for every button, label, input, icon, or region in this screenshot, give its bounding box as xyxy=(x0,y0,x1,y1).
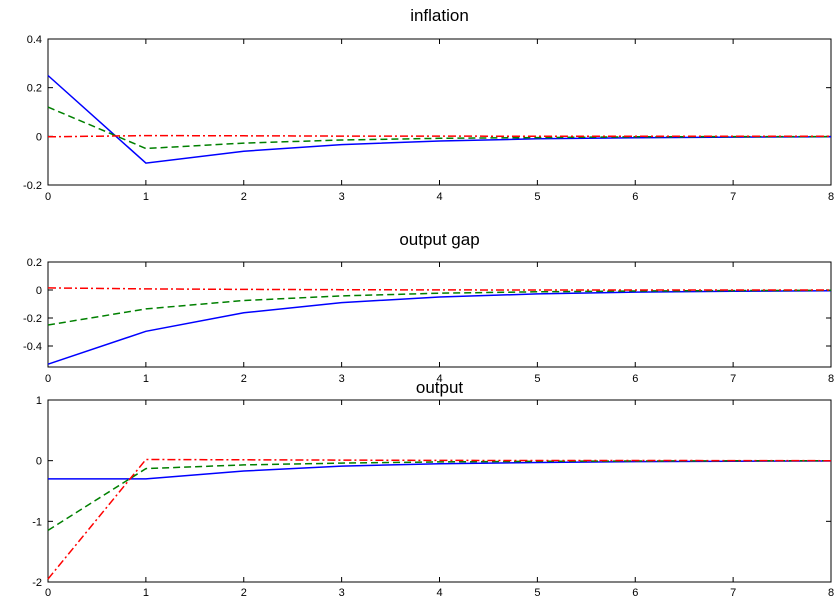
x-tick-label: 5 xyxy=(534,587,540,599)
y-tick-label: 0.2 xyxy=(27,257,42,269)
series-line-1 xyxy=(47,289,832,326)
y-tick-label: 0 xyxy=(36,131,42,143)
series-line-0 xyxy=(48,460,832,480)
y-tick-label: -1 xyxy=(32,516,42,528)
series-line-2 xyxy=(47,134,831,138)
axis-frame xyxy=(47,261,832,368)
x-tick-label: 7 xyxy=(730,191,736,203)
y-tick-label: -2 xyxy=(32,577,42,589)
chart-title: inflation xyxy=(410,6,469,25)
x-tick-label: 1 xyxy=(143,191,149,203)
x-tick-label: 4 xyxy=(436,191,442,203)
x-tick-label: 4 xyxy=(436,373,442,385)
series-line-1 xyxy=(47,460,831,532)
x-tick-label: 3 xyxy=(339,373,345,385)
x-tick-label: 2 xyxy=(241,587,247,599)
chart-title: output gap xyxy=(399,230,479,249)
x-tick-label: 8 xyxy=(828,373,834,385)
series-line-0 xyxy=(47,289,832,365)
series-line-2 xyxy=(47,458,832,580)
x-tick-label: 2 xyxy=(241,191,247,203)
y-tick-label: -0.2 xyxy=(23,313,42,325)
y-tick-label: -0.4 xyxy=(23,341,42,353)
y-tick-label: 0 xyxy=(36,285,42,297)
x-tick-label: 2 xyxy=(241,373,247,385)
x-tick-label: 5 xyxy=(534,373,540,385)
x-tick-label: 7 xyxy=(730,373,736,385)
panel-2: output 0 1 2 3 4 5 6 7 8 -2 -1 0 1 xyxy=(32,378,834,599)
y-tick-label: 0.4 xyxy=(27,34,42,46)
x-tick-label: 1 xyxy=(143,373,149,385)
y-tick-label: 1 xyxy=(36,395,42,407)
x-tick-label: 7 xyxy=(730,587,736,599)
axis-frame xyxy=(47,399,832,583)
chart-title: output xyxy=(416,378,464,397)
x-tick-label: 0 xyxy=(45,587,51,599)
series-line-1 xyxy=(47,106,831,150)
x-tick-label: 3 xyxy=(339,587,345,599)
x-tick-label: 6 xyxy=(632,373,638,385)
x-tick-label: 6 xyxy=(632,587,638,599)
y-tick-label: 0.2 xyxy=(27,83,42,95)
x-tick-label: 8 xyxy=(828,191,834,203)
y-tick-label: 0 xyxy=(36,456,42,468)
x-tick-label: 1 xyxy=(143,587,149,599)
x-tick-label: 3 xyxy=(339,191,345,203)
panel-1: output gap 0 1 2 3 4 5 6 7 8 -0.4 -0.2 0 0.2 xyxy=(23,230,834,385)
series-line-2 xyxy=(47,287,831,291)
x-tick-label: 5 xyxy=(534,191,540,203)
series-line-0 xyxy=(47,74,832,164)
x-tick-label: 6 xyxy=(632,191,638,203)
axis-frame xyxy=(47,38,832,186)
x-tick-label: 8 xyxy=(828,587,834,599)
y-tick-label: -0.2 xyxy=(23,180,42,192)
x-tick-label: 0 xyxy=(45,191,51,203)
x-tick-label: 4 xyxy=(436,587,442,599)
x-tick-label: 0 xyxy=(45,373,51,385)
